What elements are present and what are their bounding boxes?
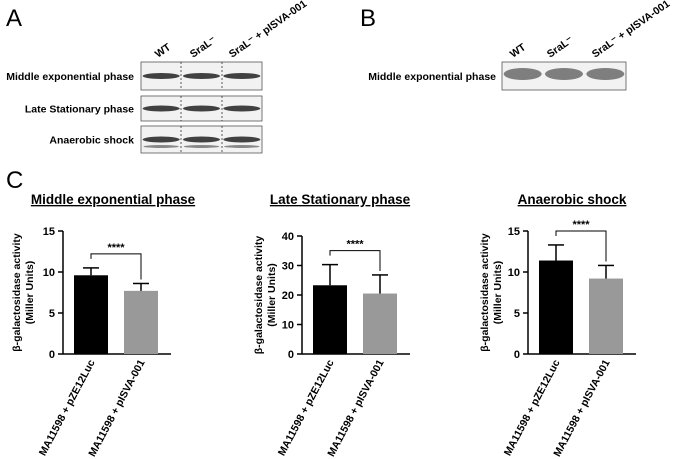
y-axis-label: (Miller Units): [266, 263, 278, 327]
error-bar: [372, 274, 388, 294]
y-tick-label: 15: [43, 226, 55, 238]
chart-title: Middle exponential phase: [31, 192, 196, 207]
lane-label: SraL⁻ + pISVA-001: [590, 0, 672, 60]
y-tick-label: 30: [282, 261, 294, 273]
error-bar: [83, 267, 99, 276]
blot-band: [182, 136, 221, 143]
lane-label: WT: [508, 41, 529, 61]
y-tick-label: 0: [288, 349, 294, 361]
panel-label: C: [6, 167, 23, 194]
lane-label: WT: [153, 41, 174, 61]
row-label: Anaerobic shock: [49, 135, 134, 147]
error-bar: [598, 264, 614, 279]
blot-band: [182, 73, 221, 79]
significance-bracket: [329, 250, 381, 271]
y-axis-label: β-galactosidase activity: [11, 233, 23, 352]
bar: [313, 285, 347, 354]
blot-band: [503, 68, 542, 80]
bar: [124, 290, 158, 354]
blot-band: [586, 68, 625, 80]
blot-band: [142, 105, 180, 112]
blot-band: [224, 145, 260, 148]
error-bar: [322, 263, 338, 286]
x-tick-label: MA11598 + pISVA-001: [325, 358, 386, 459]
blot-band: [544, 68, 584, 80]
significance-bracket: [90, 253, 142, 280]
y-axis-label: (Miller Units): [24, 261, 36, 325]
x-tick-label: MA11598 + pZE12Luc: [37, 358, 98, 458]
row-label: Middle exponential phase: [6, 71, 134, 83]
blot-band: [223, 105, 261, 112]
blot-band: [183, 145, 220, 148]
lane-label: SraL⁻: [188, 34, 219, 61]
blot-band: [223, 73, 261, 79]
y-axis-label: β-galactosidase activity: [479, 233, 491, 352]
error-bar: [133, 282, 149, 291]
y-tick-label: 0: [514, 349, 520, 361]
blot-band: [142, 136, 180, 143]
y-tick-label: 10: [508, 267, 520, 279]
y-tick-label: 40: [282, 231, 294, 243]
x-tick-label: MA11598 + pISVA-001: [551, 358, 612, 459]
row-label: Late Stationary phase: [25, 104, 134, 116]
blot-band: [143, 145, 179, 148]
y-tick-label: 5: [514, 308, 520, 320]
bar: [589, 278, 623, 354]
significance-label: ****: [107, 242, 125, 254]
significance-bracket: [555, 230, 607, 262]
y-tick-label: 10: [282, 320, 294, 332]
y-tick-label: 5: [49, 308, 55, 320]
x-tick-label: MA11598 + pISVA-001: [86, 358, 147, 459]
significance-label: ****: [346, 239, 364, 251]
error-bar: [548, 244, 564, 261]
bar: [74, 275, 108, 354]
chart-title: Anaerobic shock: [518, 192, 627, 207]
row-label: Middle exponential phase: [368, 71, 496, 83]
bar: [539, 260, 573, 354]
x-tick-label: MA11598 + pZE12Luc: [502, 358, 563, 458]
significance-label: ****: [572, 219, 590, 231]
x-tick-label: MA11598 + pZE12Luc: [276, 358, 337, 458]
y-tick-label: 20: [282, 290, 294, 302]
panel-label: B: [360, 5, 376, 32]
y-tick-label: 15: [508, 226, 520, 238]
y-axis-label: β-galactosidase activity: [253, 236, 265, 355]
y-tick-label: 0: [49, 349, 55, 361]
blot-band: [142, 73, 180, 79]
blot-band: [182, 105, 221, 112]
blot-band: [223, 136, 261, 143]
y-tick-label: 10: [43, 267, 55, 279]
panel-label: A: [6, 5, 22, 32]
chart-title: Late Stationary phase: [270, 192, 411, 207]
lane-label: SraL⁻ + pISVA-001: [227, 0, 309, 60]
bar: [363, 293, 397, 354]
y-axis-label: (Miller Units): [492, 261, 504, 325]
lane-label: SraL⁻: [545, 34, 576, 61]
